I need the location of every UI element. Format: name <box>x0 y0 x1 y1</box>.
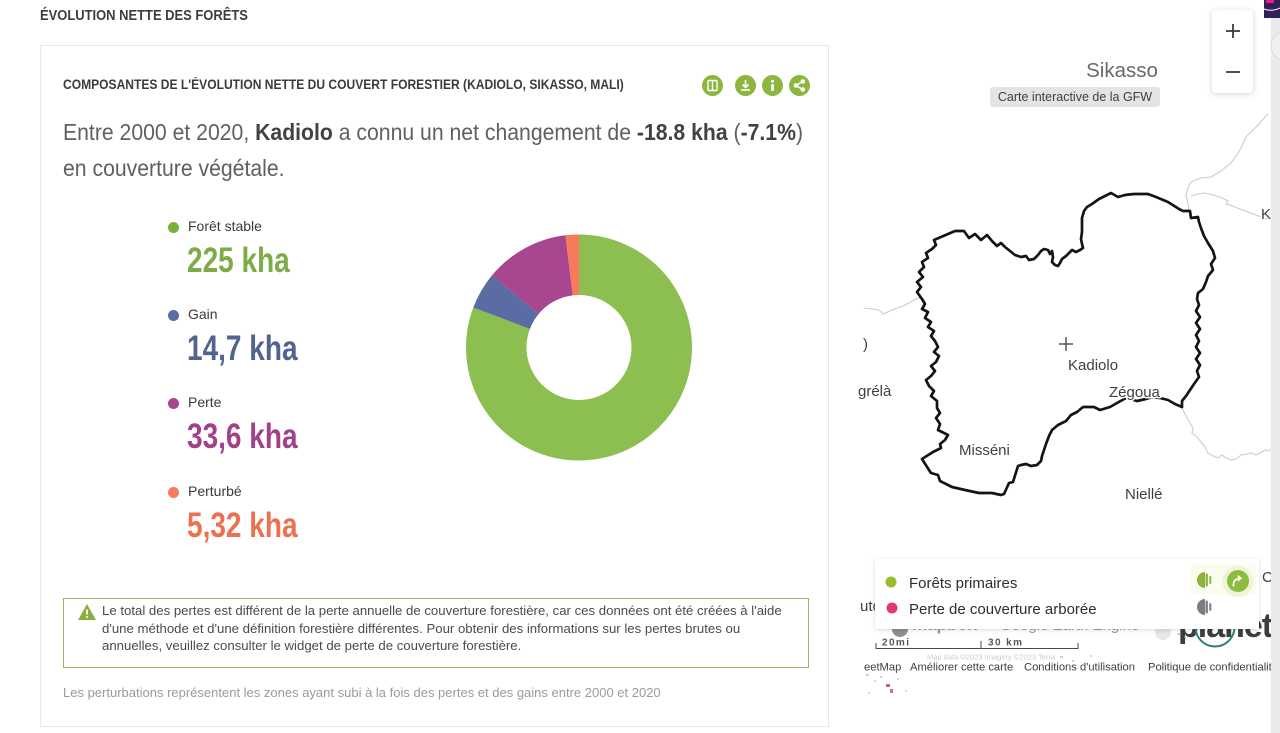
svg-text:Niellé: Niellé <box>1125 486 1163 503</box>
svg-text:Conditions d'utilisation: Conditions d'utilisation <box>1024 662 1135 674</box>
svg-text:Améliorer cette carte: Améliorer cette carte <box>910 662 1013 674</box>
svg-text:): ) <box>863 336 868 353</box>
svg-text:Forêts primaires: Forêts primaires <box>909 575 1017 592</box>
svg-text:20mi: 20mi <box>882 638 910 649</box>
svg-text:Sikasso: Sikasso <box>1086 59 1158 82</box>
svg-text:grélà: grélà <box>858 383 892 400</box>
svg-text:Perte de couverture arborée: Perte de couverture arborée <box>909 601 1097 618</box>
svg-text:Map data ©2023 Imagery ©2023 T: Map data ©2023 Imagery ©2023 Terra <box>927 653 1056 662</box>
svg-text:Politique de confidentialité: Politique de confidentialité <box>1148 662 1278 674</box>
svg-text:Kadiolo: Kadiolo <box>1068 357 1118 374</box>
svg-text:30 km: 30 km <box>988 638 1023 649</box>
svg-text:Misséni: Misséni <box>959 442 1010 459</box>
svg-text:Carte interactive de la GFW: Carte interactive de la GFW <box>998 90 1152 104</box>
svg-text:Zégoua: Zégoua <box>1109 384 1161 401</box>
svg-text:eetMap: eetMap <box>864 662 901 674</box>
